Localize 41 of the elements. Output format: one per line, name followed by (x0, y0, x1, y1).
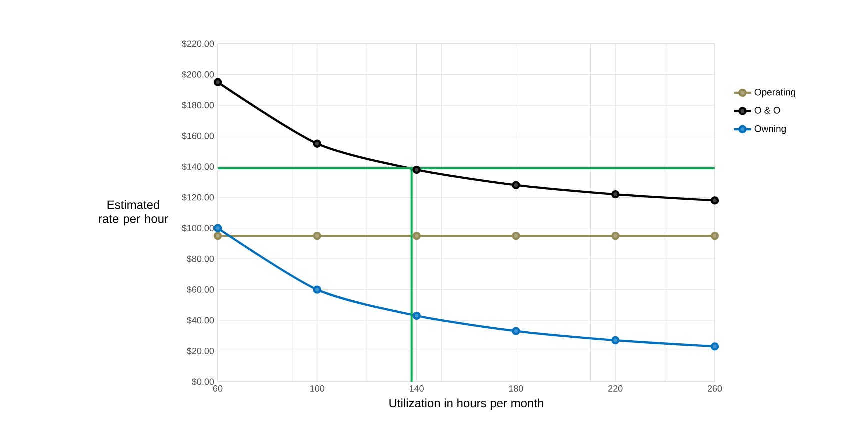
legend-label: Owning (754, 125, 786, 134)
point (612, 336, 620, 345)
legend-label: Operating (754, 88, 796, 98)
y-tick-label: $0.00 (192, 378, 214, 386)
point (214, 232, 222, 240)
point (612, 232, 620, 240)
y-tick-label: $180.00 (182, 102, 214, 110)
point (612, 190, 620, 199)
point (214, 78, 222, 87)
point (710, 232, 720, 240)
point (412, 232, 421, 240)
point (512, 232, 520, 240)
x-tick-label: 260 (708, 386, 722, 392)
point (313, 232, 322, 240)
y-tick-label: $120.00 (182, 194, 214, 202)
x-tick-label: 60 (213, 386, 223, 392)
y-tick-label: $200.00 (182, 71, 214, 78)
point (412, 312, 421, 320)
point (214, 224, 222, 232)
y-tick-label: $220.00 (182, 40, 214, 48)
point (313, 286, 322, 294)
x-tick-label: 140 (410, 386, 424, 392)
legend-label: O & O (754, 107, 780, 114)
y-tick-label: $40.00 (187, 316, 214, 324)
y-tick-label: $160.00 (182, 132, 214, 140)
x-tick-label: 220 (608, 386, 623, 392)
point (512, 181, 520, 190)
y-tick-label: $60.00 (187, 286, 214, 294)
x-tick-label: 180 (509, 386, 524, 392)
y-tick-label: $100.00 (182, 224, 214, 232)
point (313, 140, 322, 148)
x-axis-title: Utilization in hours per month (390, 398, 544, 410)
y-tick-label: $140.00 (182, 163, 214, 171)
point (412, 166, 421, 174)
y-axis-title: Estimated rate per hour (99, 200, 168, 226)
y-tick-label: $20.00 (187, 348, 214, 355)
point (710, 196, 720, 205)
point (710, 342, 720, 351)
y-tick-label: $80.00 (187, 255, 214, 263)
x-tick-label: 100 (310, 386, 325, 392)
point (512, 327, 520, 336)
